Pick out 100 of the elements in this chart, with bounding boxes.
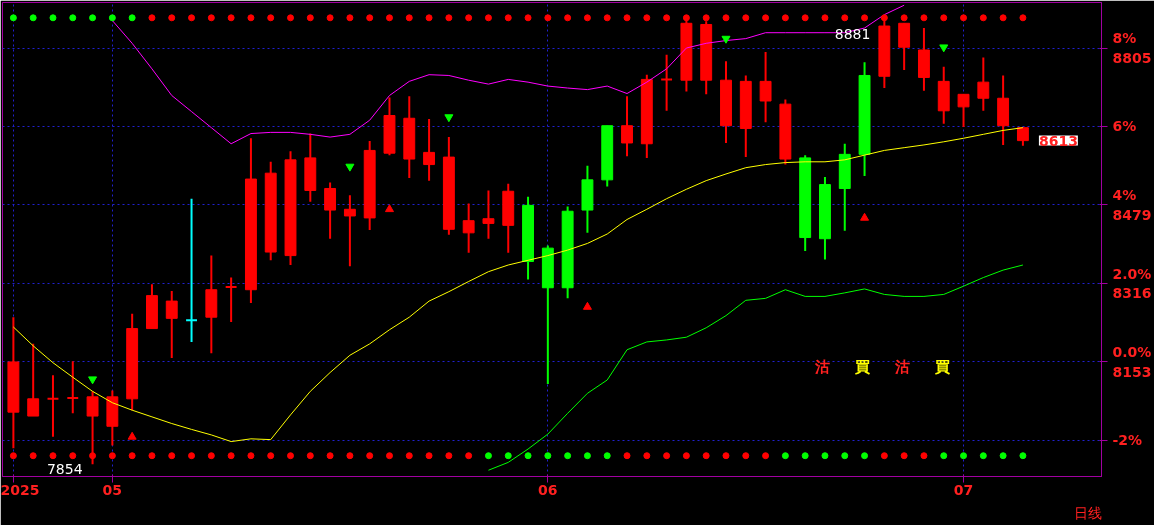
point <box>425 14 433 22</box>
point <box>405 452 413 460</box>
annotation: 買 <box>934 357 950 376</box>
point <box>345 163 355 172</box>
point <box>781 14 789 22</box>
point <box>484 14 492 22</box>
point <box>207 452 215 460</box>
annotation: 買 <box>854 357 870 376</box>
y-tick-label: 8% 8805 <box>1112 30 1152 66</box>
point <box>722 452 730 460</box>
text: 8613 <box>1038 132 1078 149</box>
candlestick <box>66 360 80 415</box>
point <box>603 14 611 22</box>
point <box>306 14 314 22</box>
point <box>920 14 928 22</box>
candlestick <box>343 194 356 268</box>
point <box>465 452 473 460</box>
point <box>722 14 730 22</box>
point <box>939 44 949 53</box>
point <box>366 452 374 460</box>
candlestick <box>660 53 674 112</box>
candlestick <box>185 197 198 343</box>
x-tick-label: 05 <box>102 481 123 498</box>
point <box>821 14 829 22</box>
annotation: 沽 <box>814 357 830 376</box>
point <box>940 14 948 22</box>
point <box>49 452 57 460</box>
candlestick <box>224 276 238 323</box>
point <box>29 452 37 460</box>
point <box>366 14 374 22</box>
point <box>1019 14 1027 22</box>
point <box>524 14 532 22</box>
x-tick-label: 07 <box>953 481 974 498</box>
point <box>702 14 710 22</box>
point <box>663 14 671 22</box>
line-series <box>487 264 1024 471</box>
point <box>582 301 592 310</box>
point <box>742 452 750 460</box>
point <box>89 452 97 460</box>
point <box>504 14 512 22</box>
point <box>643 14 651 22</box>
point <box>742 14 750 22</box>
point <box>385 14 393 22</box>
candlestick <box>977 56 990 112</box>
point <box>920 452 928 460</box>
point <box>108 452 116 460</box>
point <box>425 452 433 460</box>
point <box>267 452 275 460</box>
point <box>247 14 255 22</box>
point <box>682 452 690 460</box>
candlestick <box>27 342 40 418</box>
point <box>861 14 869 22</box>
candlestick <box>898 22 911 71</box>
annotation: 8881 <box>834 25 871 42</box>
point <box>583 14 591 22</box>
point <box>227 452 235 460</box>
point <box>128 452 136 460</box>
point <box>960 14 968 22</box>
point <box>623 452 631 460</box>
candlestick <box>423 118 436 182</box>
point <box>9 452 17 460</box>
point <box>643 452 651 460</box>
y-tick-label: 6% <box>1112 118 1137 135</box>
point <box>247 452 255 460</box>
point <box>999 14 1007 22</box>
point <box>444 114 454 123</box>
candlestick <box>86 390 99 466</box>
point <box>544 14 552 22</box>
point <box>346 452 354 460</box>
point <box>900 14 908 22</box>
point <box>762 452 770 460</box>
point <box>682 14 690 22</box>
point <box>346 14 354 22</box>
candlestick <box>621 95 633 158</box>
x-tick-label: 06 <box>538 481 558 498</box>
point <box>385 452 393 460</box>
point <box>207 14 215 22</box>
candlestick <box>482 189 495 240</box>
point <box>306 452 314 460</box>
point <box>445 452 453 460</box>
point <box>702 452 710 460</box>
point <box>287 452 295 460</box>
point <box>721 35 731 44</box>
point <box>127 431 137 440</box>
point <box>227 14 235 22</box>
point <box>465 14 473 22</box>
point <box>801 14 809 22</box>
point <box>564 14 572 22</box>
x-tick-label: 2025 <box>0 481 40 498</box>
point <box>880 14 888 22</box>
point <box>663 452 671 460</box>
candlestick <box>165 289 178 359</box>
point <box>287 14 295 22</box>
candlestick <box>957 93 970 128</box>
point <box>880 452 888 460</box>
point <box>979 14 987 22</box>
annotation: 沽 <box>894 357 910 376</box>
point <box>326 14 334 22</box>
point <box>88 376 98 385</box>
point <box>148 14 156 22</box>
